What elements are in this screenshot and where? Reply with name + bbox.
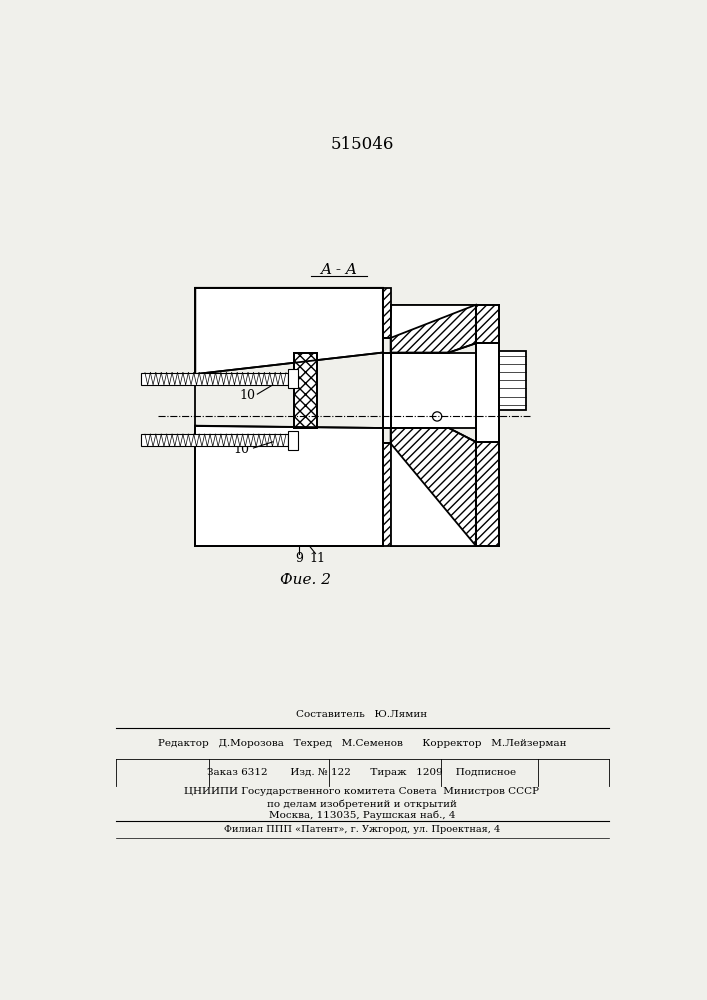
Text: 10: 10	[239, 389, 255, 402]
Polygon shape	[391, 428, 476, 546]
Bar	[141, 434, 288, 446]
Polygon shape	[391, 428, 476, 546]
Text: 515046: 515046	[330, 136, 394, 153]
Text: Заказ 6312       Изд. № 122      Тираж   1209    Подписное: Заказ 6312 Изд. № 122 Тираж 1209 Подписн…	[207, 768, 517, 777]
Text: Редактор   Д.Морозова   Техред   М.Семенов      Корректор   М.Лейзерман: Редактор Д.Морозова Техред М.Семенов Кор…	[158, 739, 566, 748]
Bar	[383, 353, 391, 428]
Bar	[499, 351, 526, 410]
Text: Филиал ППП «Патент», г. Ужгород, ул. Проектная, 4: Филиал ППП «Патент», г. Ужгород, ул. Про…	[224, 825, 500, 834]
Bar	[288, 431, 298, 450]
Bar	[293, 353, 317, 428]
Text: 11: 11	[309, 552, 325, 565]
Bar	[391, 443, 476, 546]
Polygon shape	[391, 305, 476, 353]
Polygon shape	[195, 426, 383, 546]
Bar	[476, 442, 499, 546]
Text: по делам изобретений и открытий: по делам изобретений и открытий	[267, 799, 457, 809]
Polygon shape	[195, 288, 383, 374]
Text: 10: 10	[234, 443, 250, 456]
Bar	[141, 373, 288, 385]
Text: Составитель   Ю.Лямин: Составитель Ю.Лямин	[296, 710, 428, 719]
Bar	[383, 288, 391, 338]
Bar	[288, 369, 298, 388]
Bar	[476, 343, 499, 442]
Bar	[383, 443, 391, 546]
Bar	[286, 443, 383, 546]
Bar	[391, 305, 476, 338]
Text: Фие. 2: Фие. 2	[280, 573, 331, 587]
Polygon shape	[391, 305, 476, 353]
Bar	[286, 288, 383, 338]
Text: ЦНИИПИ Государственного комитета Совета  Министров СССР: ЦНИИПИ Государственного комитета Совета …	[185, 787, 539, 796]
Polygon shape	[195, 426, 383, 546]
Polygon shape	[195, 288, 383, 374]
Text: Москва, 113035, Раушская наб., 4: Москва, 113035, Раушская наб., 4	[269, 811, 455, 820]
Bar	[476, 305, 499, 343]
Text: A - A: A - A	[320, 263, 357, 277]
Bar	[391, 353, 476, 428]
Text: 9: 9	[296, 552, 303, 565]
